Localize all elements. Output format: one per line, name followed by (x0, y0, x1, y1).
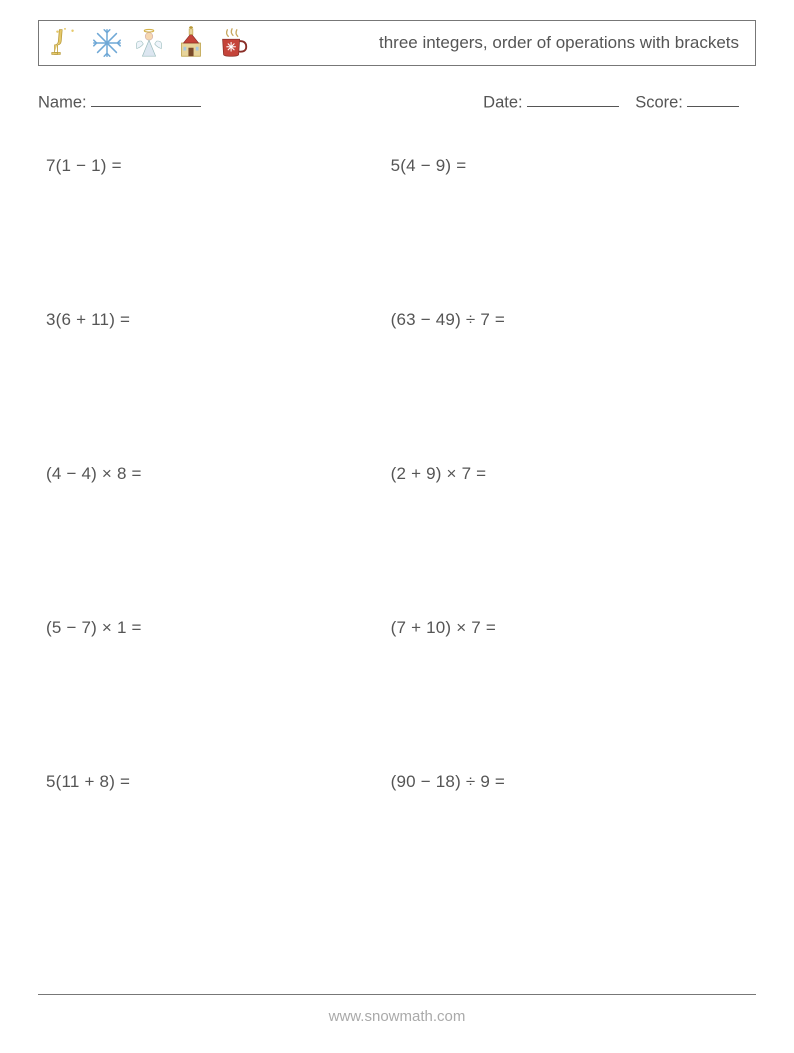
footer-url: www.snowmath.com (0, 1008, 794, 1025)
problem-cell: (63 − 49) ÷ 7 = (383, 310, 728, 330)
problem-cell: (5 − 7) × 1 = (38, 618, 383, 638)
name-label: Name: (38, 93, 87, 111)
problem-row: 7(1 − 1) = 5(4 − 9) = (38, 156, 756, 176)
header-icons (47, 25, 251, 61)
problem-cell: 5(4 − 9) = (383, 156, 728, 176)
worksheet-title: three integers, order of operations with… (251, 33, 747, 53)
score-field: Score: (635, 90, 739, 112)
date-label: Date: (483, 93, 522, 111)
problem-row: 3(6 + 11) = (63 − 49) ÷ 7 = (38, 310, 756, 330)
problem-cell: 3(6 + 11) = (38, 310, 383, 330)
problem-cell: (2 + 9) × 7 = (383, 464, 728, 484)
problem-cell: (4 − 4) × 8 = (38, 464, 383, 484)
worksheet-page: three integers, order of operations with… (0, 0, 794, 1053)
problems-grid: 7(1 − 1) = 5(4 − 9) = 3(6 + 11) = (63 − … (38, 156, 756, 792)
problem-cell: 5(11 + 8) = (38, 772, 383, 792)
problem-cell: (7 + 10) × 7 = (383, 618, 728, 638)
info-row: Name: Date: Score: (38, 90, 756, 112)
footer-divider (38, 994, 756, 995)
header-box: three integers, order of operations with… (38, 20, 756, 66)
problem-cell: 7(1 − 1) = (38, 156, 383, 176)
champagne-glasses-icon (47, 25, 83, 61)
church-icon (173, 25, 209, 61)
date-field: Date: (483, 90, 619, 112)
name-field: Name: (38, 90, 483, 112)
problem-row: (4 − 4) × 8 = (2 + 9) × 7 = (38, 464, 756, 484)
snowflake-icon (89, 25, 125, 61)
name-underline (91, 90, 201, 107)
problem-cell: (90 − 18) ÷ 9 = (383, 772, 728, 792)
score-label: Score: (635, 93, 683, 111)
score-underline (687, 90, 739, 107)
hot-cup-icon (215, 25, 251, 61)
angel-icon (131, 25, 167, 61)
date-underline (527, 90, 619, 107)
problem-row: (5 − 7) × 1 = (7 + 10) × 7 = (38, 618, 756, 638)
problem-row: 5(11 + 8) = (90 − 18) ÷ 9 = (38, 772, 756, 792)
